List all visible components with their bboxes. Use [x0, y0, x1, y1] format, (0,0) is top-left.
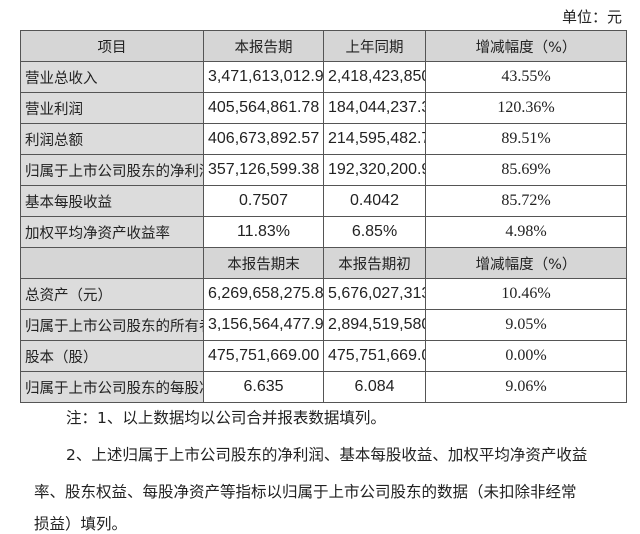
row-label: 基本每股收益 [20, 185, 204, 217]
value-cell: 9.05% [425, 309, 627, 341]
row-label: 加权平均净资产收益率 [20, 216, 204, 248]
table-row: 加权平均净资产收益率 11.83% 6.85% 4.98% [20, 216, 627, 248]
row-label: 营业利润 [20, 92, 204, 124]
value-cell: 405,564,861.78 [203, 92, 324, 124]
value-cell: 0.00% [425, 340, 627, 372]
value-cell: 6.635 [203, 371, 324, 403]
value-cell: 475,751,669.00 [203, 340, 324, 372]
header-cell: 上年同期 [323, 30, 426, 62]
value-cell: 357,126,599.38 [203, 154, 324, 186]
table-row: 归属于上市公司股东的所有者权益3,156,564,477.932,894,519… [20, 309, 627, 341]
value-cell: 85.69% [425, 154, 627, 186]
note-1: 注：1、以上数据均以公司合并报表数据填列。 [66, 409, 386, 427]
row-label: 利润总额 [20, 123, 204, 155]
header-cell: 本报告期初 [323, 247, 426, 279]
value-cell: 43.55% [425, 61, 627, 93]
value-cell: 9.06% [425, 371, 627, 403]
header-cell [20, 247, 204, 279]
table-row: 总资产（元）6,269,658,275.855,676,027,313.7410… [20, 278, 627, 310]
value-cell: 475,751,669.00 [323, 340, 426, 372]
value-cell: 0.7507 [203, 185, 324, 217]
value-cell: 85.72% [425, 185, 627, 217]
row-label: 总资产（元） [20, 278, 204, 310]
value-cell: 192,320,200.90 [323, 154, 426, 186]
value-cell: 10.46% [425, 278, 627, 310]
table-row: 营业总收入3,471,613,012.912,418,423,850.1743.… [20, 61, 627, 93]
table-row: 基本每股收益 0.7507 0.4042 85.72% [20, 185, 627, 217]
row-label: 营业总收入 [20, 61, 204, 93]
unit-label: 单位：元 [561, 8, 622, 26]
table-header-row: 本报告期末 本报告期初 增减幅度（%） [20, 247, 627, 279]
header-cell: 本报告期末 [203, 247, 324, 279]
value-cell: 5,676,027,313.74 [323, 278, 426, 310]
row-label: 归属于上市公司股东的净利润 [20, 154, 204, 186]
header-cell: 增减幅度（%） [425, 30, 627, 62]
value-cell: 2,894,519,580.41 [323, 309, 426, 341]
table-header-row: 项目 本报告期 上年同期 增减幅度（%） [20, 30, 627, 62]
value-cell: 0.4042 [323, 185, 426, 217]
row-label: 归属于上市公司股东的所有者权益 [20, 309, 204, 341]
row-label: 归属于上市公司股东的每股净资产 [20, 371, 204, 403]
value-cell: 3,156,564,477.93 [203, 309, 324, 341]
value-cell: 214,595,482.79 [323, 123, 426, 155]
header-cell: 本报告期 [203, 30, 324, 62]
financial-table: 项目 本报告期 上年同期 增减幅度（%） 营业总收入 3,471,613,012.91 2,… [20, 30, 627, 403]
note-2-line3: 损益）填列。 [34, 515, 128, 533]
value-cell: 11.83% [203, 216, 324, 248]
value-cell: 6.084 [323, 371, 426, 403]
value-cell: 6,269,658,275.85 [203, 278, 324, 310]
value-cell: 120.36% [425, 92, 627, 124]
value-cell: 6.85% [323, 216, 426, 248]
table-row: 归属于上市公司股东的净利润357,126,599.38192,320,200.9… [20, 154, 627, 186]
header-cell: 项目 [20, 30, 204, 62]
row-label: 股本（股） [20, 340, 204, 372]
value-cell: 2,418,423,850.17 [323, 61, 426, 93]
header-cell: 增减幅度（%） [425, 247, 627, 279]
value-cell: 184,044,237.36 [323, 92, 426, 124]
value-cell: 406,673,892.57 [203, 123, 324, 155]
value-cell: 89.51% [425, 123, 627, 155]
note-2-line2: 率、股东权益、每股净资产等指标以归属于上市公司股东的数据（未扣除非经常 [34, 483, 577, 501]
value-cell: 4.98% [425, 216, 627, 248]
value-cell: 3,471,613,012.91 [203, 61, 324, 93]
note-2-line1: 2、上述归属于上市公司股东的净利润、基本每股收益、加权平均净资产收益 [66, 446, 588, 464]
